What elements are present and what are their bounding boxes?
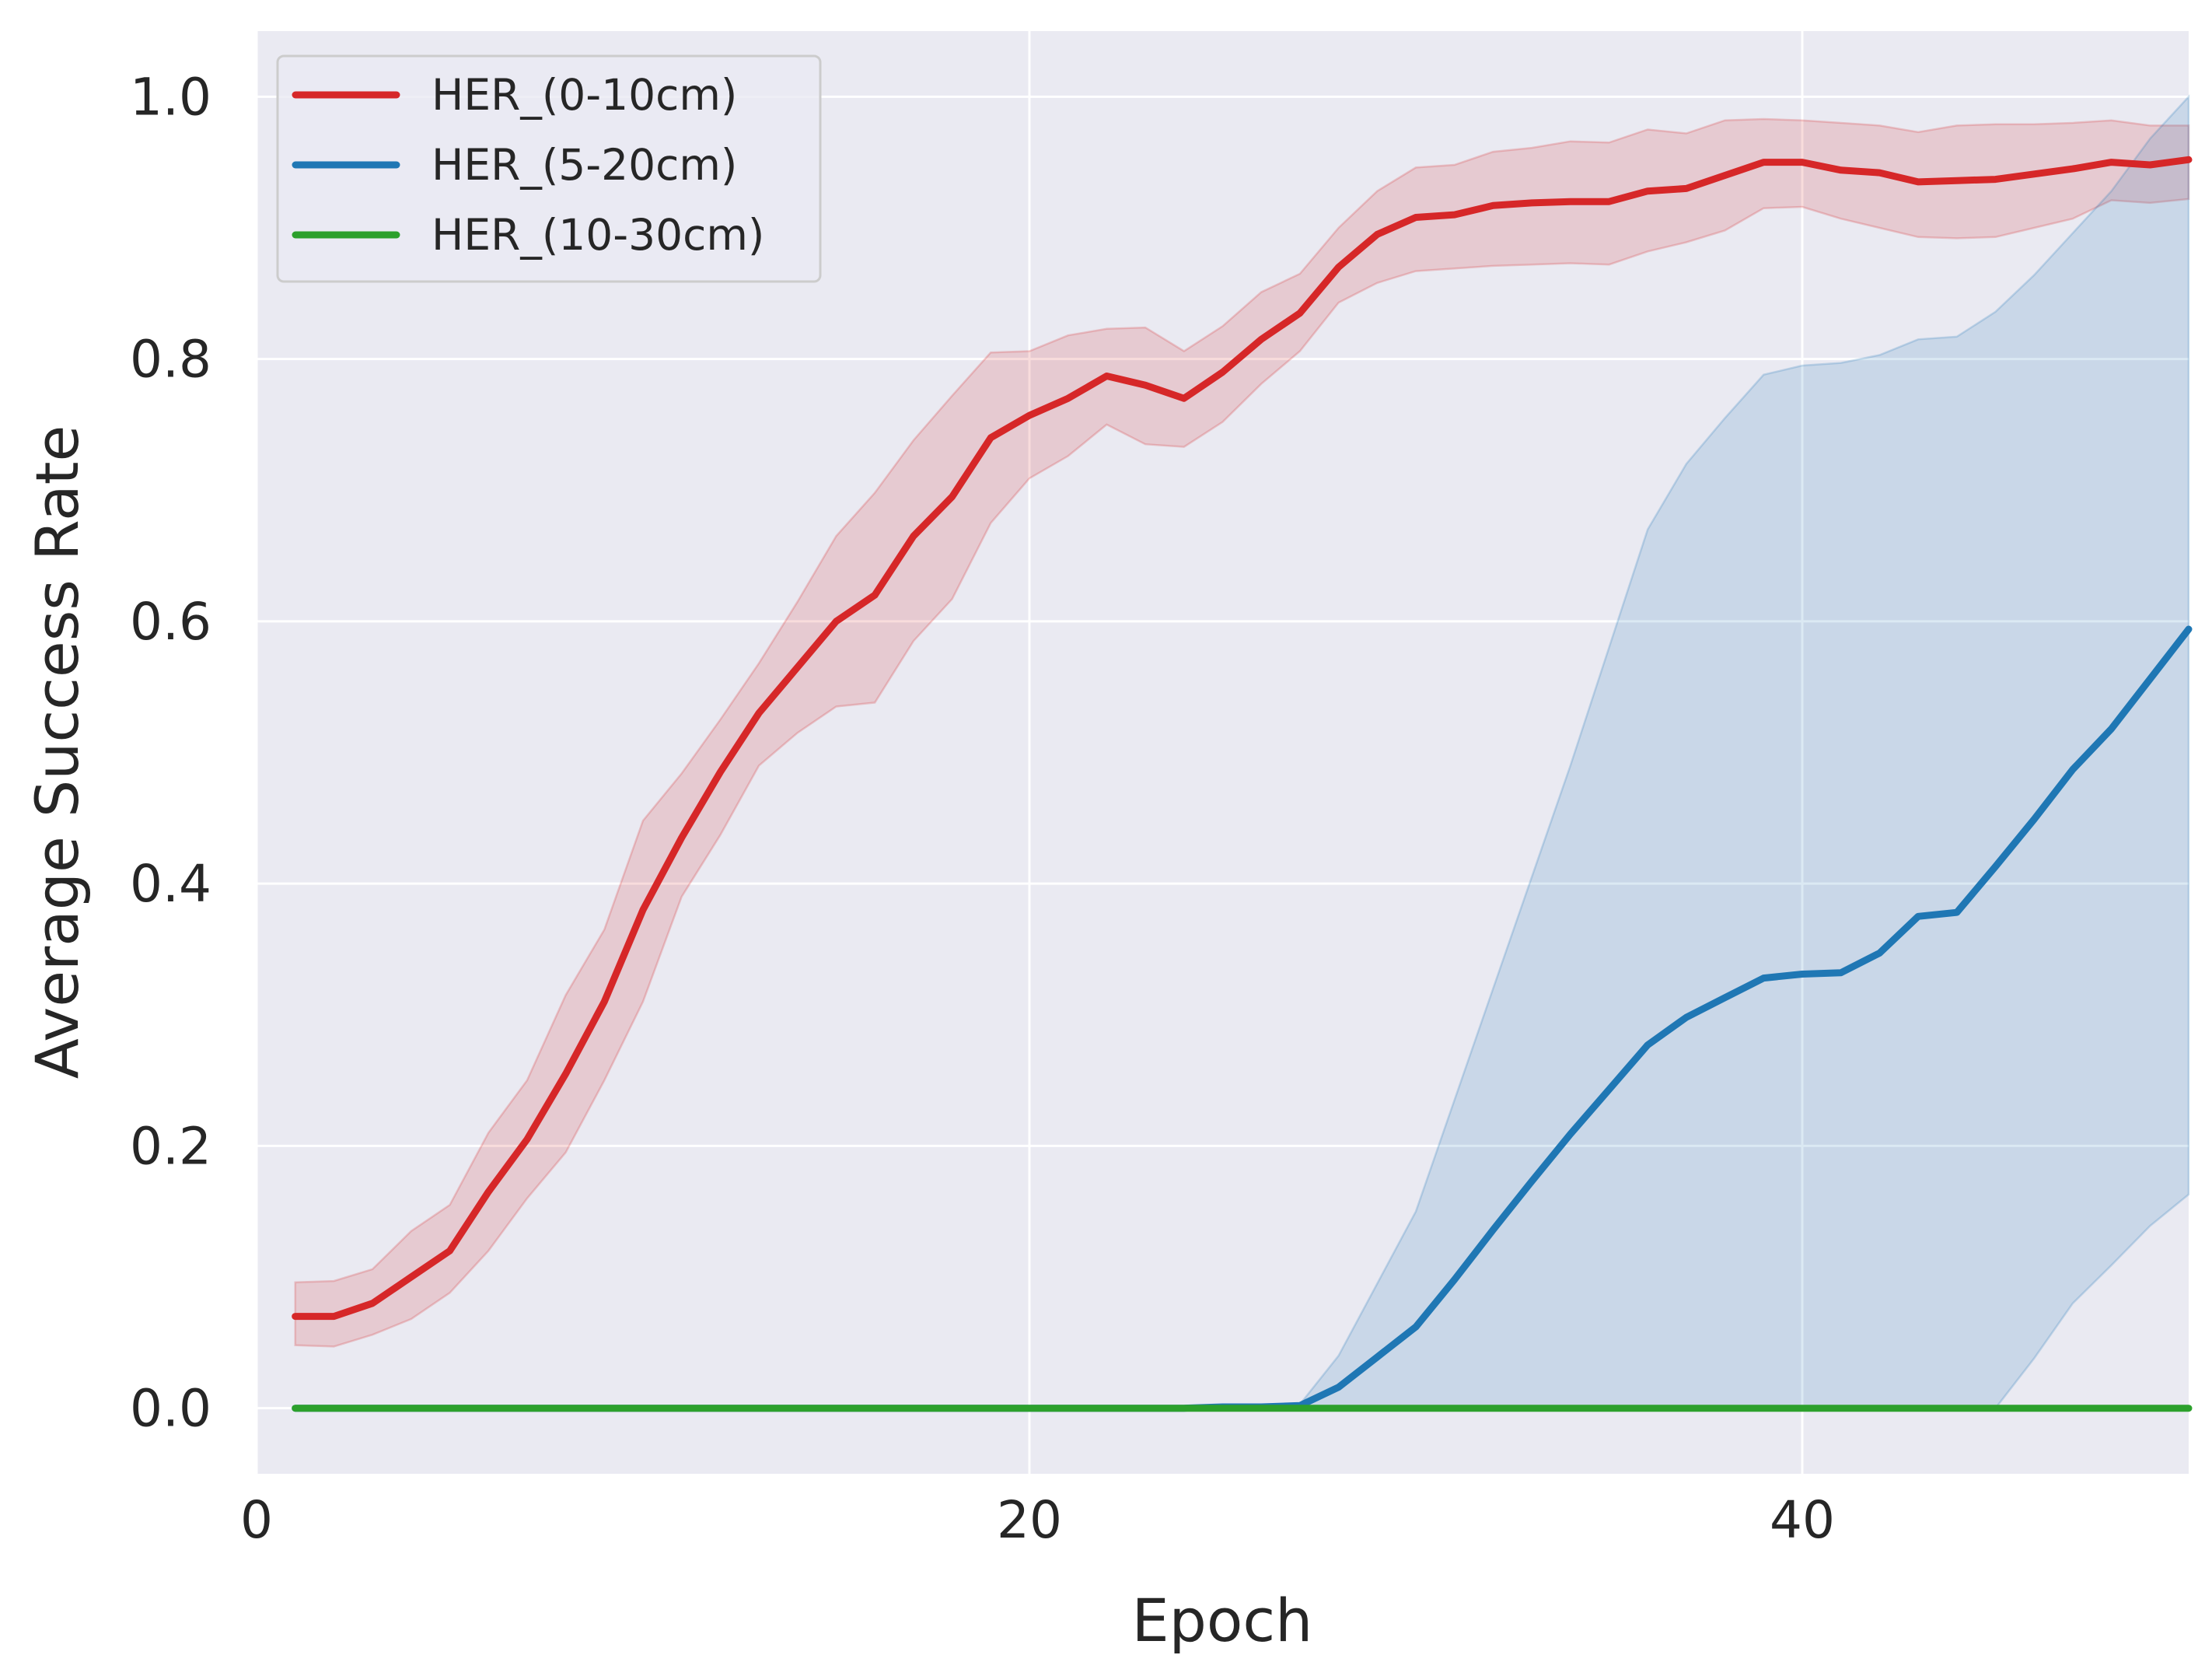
legend-label-her-0-10cm: HER_(0-10cm) bbox=[432, 70, 737, 120]
legend-label-her-10-30cm: HER_(10-30cm) bbox=[432, 210, 764, 260]
y-tick-label: 0.4 bbox=[130, 854, 211, 914]
x-tick-labels: 0 20 40 bbox=[240, 1490, 1835, 1550]
y-tick-label: 0.0 bbox=[130, 1379, 211, 1439]
legend-item: HER_(5-20cm) bbox=[292, 140, 737, 190]
legend-item: HER_(0-10cm) bbox=[292, 70, 737, 120]
y-axis-label: Average Success Rate bbox=[23, 425, 92, 1079]
y-tick-label: 0.8 bbox=[130, 330, 211, 390]
y-tick-labels: 0.0 0.2 0.4 0.6 0.8 1.0 bbox=[130, 67, 211, 1438]
line-her-0-10cm bbox=[292, 156, 2193, 1321]
y-tick-label: 0.6 bbox=[130, 592, 211, 652]
legend-frame bbox=[276, 54, 822, 283]
x-tick-label: 40 bbox=[1770, 1490, 1835, 1550]
legend: HER_(0-10cm) HER_(5-20cm) HER_(10-30cm) bbox=[276, 54, 822, 283]
x-axis-label: Epoch bbox=[1132, 1586, 1313, 1655]
legend-item: HER_(10-30cm) bbox=[292, 210, 764, 260]
band-her-0-10cm bbox=[294, 117, 2190, 1348]
y-tick-label: 1.0 bbox=[130, 67, 211, 127]
legend-label-her-5-20cm: HER_(5-20cm) bbox=[432, 140, 737, 190]
series-lines bbox=[292, 156, 2193, 1412]
x-tick-label: 0 bbox=[240, 1490, 273, 1550]
y-tick-label: 0.2 bbox=[130, 1116, 211, 1176]
x-tick-label: 20 bbox=[997, 1490, 1062, 1550]
